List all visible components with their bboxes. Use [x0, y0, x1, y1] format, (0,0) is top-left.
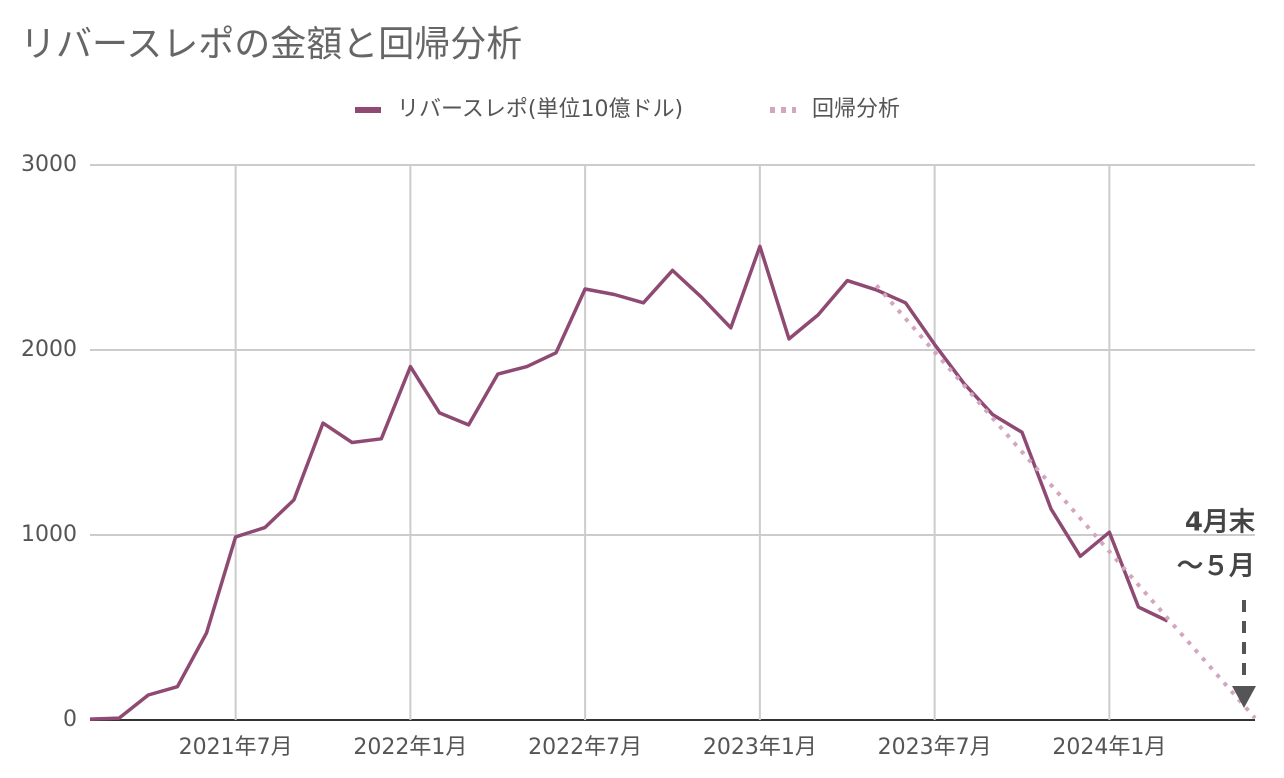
x-tick-label: 2023年7月: [878, 735, 992, 760]
y-tick-label: 0: [63, 707, 77, 732]
x-tick-label: 2023年1月: [703, 735, 817, 760]
y-tick-label: 3000: [21, 152, 77, 177]
x-tick-label: 2021年7月: [179, 735, 293, 760]
chart-title: リバースレポの金額と回帰分析: [20, 24, 522, 65]
x-tick-label: 2024年1月: [1052, 735, 1166, 760]
y-tick-label: 2000: [21, 337, 77, 362]
arrow-head: [1232, 686, 1256, 708]
legend-label: 回帰分析: [812, 97, 900, 122]
series-line: [874, 283, 1257, 720]
series-line: [89, 244, 1169, 721]
x-tick-label: 2022年7月: [528, 735, 642, 760]
annotation: 〜５月: [1177, 552, 1255, 582]
plot: [89, 244, 1257, 721]
x-tick-label: 2022年1月: [353, 735, 467, 760]
grid: [90, 164, 1255, 721]
legend-label: リバースレポ(単位10億ドル): [397, 97, 683, 122]
y-tick-label: 1000: [21, 522, 77, 547]
annotation: 4月末: [1185, 508, 1256, 538]
